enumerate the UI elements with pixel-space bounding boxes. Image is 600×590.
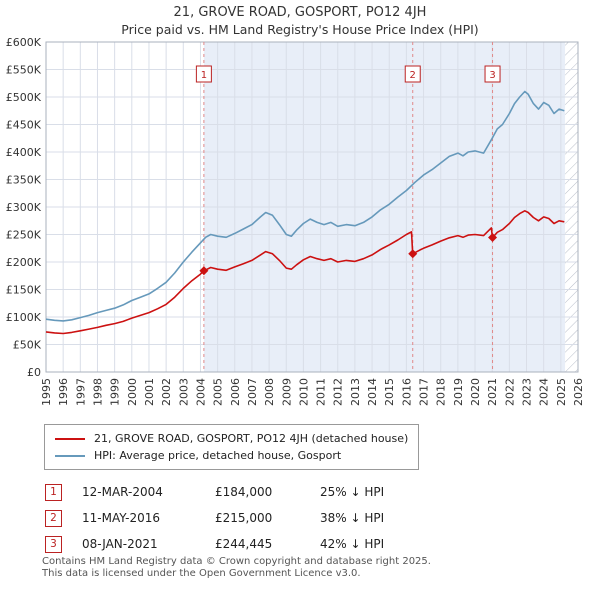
- svg-text:2017: 2017: [418, 378, 431, 406]
- sale-2-date: 11-MAY-2016: [82, 511, 161, 525]
- svg-text:1995: 1995: [40, 378, 53, 406]
- sale-1-badge: 1: [45, 483, 62, 501]
- svg-text:2010: 2010: [297, 378, 310, 406]
- footer-line-2: This data is licensed under the Open Gov…: [42, 567, 361, 579]
- footer-line-1: Contains HM Land Registry data © Crown c…: [42, 556, 431, 567]
- svg-text:£550K: £550K: [6, 64, 42, 77]
- sale-2-price: £215,000: [215, 511, 273, 525]
- svg-text:2018: 2018: [435, 378, 448, 406]
- svg-text:2020: 2020: [469, 378, 482, 406]
- svg-text:1997: 1997: [74, 378, 87, 406]
- table-row: 2 11-MAY-2016 £215,000 38% ↓ HPI: [45, 505, 384, 531]
- svg-text:£200K: £200K: [6, 256, 42, 269]
- svg-text:2019: 2019: [452, 378, 465, 406]
- svg-text:2013: 2013: [349, 378, 362, 406]
- svg-text:3: 3: [489, 70, 495, 81]
- svg-text:2024: 2024: [538, 378, 551, 406]
- hpi-line-swatch-icon: [55, 454, 85, 457]
- sale-3-vs-hpi: 42% ↓ HPI: [320, 537, 385, 551]
- svg-text:1999: 1999: [109, 378, 122, 406]
- legend-item-hpi: HPI: Average price, detached house, Gosp…: [55, 447, 408, 464]
- svg-text:2025: 2025: [555, 378, 568, 406]
- svg-text:£0: £0: [27, 366, 41, 379]
- svg-text:2008: 2008: [263, 378, 276, 406]
- svg-text:£250K: £250K: [6, 229, 42, 242]
- svg-text:2022: 2022: [503, 378, 516, 406]
- page-title: 21, GROVE ROAD, GOSPORT, PO12 4JH: [173, 5, 427, 20]
- svg-text:2023: 2023: [521, 378, 534, 406]
- price-history-chart: 1 2 3 £0 £50K £100K £150K £200K £250K £300K £350K £…: [6, 36, 585, 406]
- svg-text:2002: 2002: [160, 378, 173, 406]
- sale-3-date: 08-JAN-2021: [82, 537, 158, 551]
- sale-3-badge: 3: [45, 535, 62, 553]
- svg-text:2001: 2001: [143, 378, 156, 406]
- transactions-table: 1 12-MAR-2004 £184,000 25% ↓ HPI 2 11-MA…: [45, 479, 384, 557]
- svg-text:£300K: £300K: [6, 201, 42, 214]
- svg-text:1998: 1998: [91, 378, 104, 406]
- svg-text:2003: 2003: [177, 378, 190, 406]
- svg-text:£150K: £150K: [6, 284, 42, 297]
- svg-text:2009: 2009: [280, 378, 293, 406]
- svg-text:2016: 2016: [400, 378, 413, 406]
- svg-text:£400K: £400K: [6, 146, 42, 159]
- sale-1-price: £184,000: [215, 485, 273, 499]
- svg-text:£50K: £50K: [13, 339, 42, 352]
- svg-text:£600K: £600K: [6, 36, 42, 49]
- svg-text:2000: 2000: [126, 378, 139, 406]
- svg-text:£450K: £450K: [6, 119, 42, 132]
- sale-3-price: £244,445: [215, 537, 273, 551]
- svg-text:£350K: £350K: [6, 174, 42, 187]
- svg-text:1: 1: [201, 70, 207, 81]
- chart-container: 1 2 3 £0 £50K £100K £150K £200K £250K £300K £350K £…: [0, 36, 600, 422]
- svg-text:2011: 2011: [315, 378, 328, 406]
- legend-label-property: 21, GROVE ROAD, GOSPORT, PO12 4JH (detac…: [94, 432, 409, 445]
- svg-text:2004: 2004: [194, 378, 207, 406]
- table-row: 3 08-JAN-2021 £244,445 42% ↓ HPI: [45, 531, 384, 557]
- svg-text:£500K: £500K: [6, 91, 42, 104]
- page-subtitle: Price paid vs. HM Land Registry's House …: [121, 22, 479, 37]
- sale-2-vs-hpi: 38% ↓ HPI: [320, 511, 385, 525]
- chart-legend: 21, GROVE ROAD, GOSPORT, PO12 4JH (detac…: [44, 424, 420, 470]
- sale-1-vs-hpi: 25% ↓ HPI: [320, 485, 385, 499]
- sale-2-badge: 2: [45, 509, 62, 527]
- copyright-footer: Contains HM Land Registry data © Crown c…: [42, 556, 431, 580]
- svg-text:2021: 2021: [486, 378, 499, 406]
- svg-text:2005: 2005: [212, 378, 225, 406]
- legend-item-property: 21, GROVE ROAD, GOSPORT, PO12 4JH (detac…: [55, 430, 408, 447]
- svg-text:£100K: £100K: [6, 311, 42, 324]
- svg-text:2012: 2012: [332, 378, 345, 406]
- svg-text:2: 2: [410, 70, 416, 81]
- svg-text:2014: 2014: [366, 378, 379, 406]
- property-line-swatch-icon: [55, 437, 85, 440]
- svg-text:2026: 2026: [572, 378, 585, 406]
- svg-text:1996: 1996: [57, 378, 70, 406]
- legend-label-hpi: HPI: Average price, detached house, Gosp…: [94, 449, 342, 462]
- svg-text:2007: 2007: [246, 378, 259, 406]
- svg-text:2006: 2006: [229, 378, 242, 406]
- sale-1-date: 12-MAR-2004: [82, 485, 163, 499]
- table-row: 1 12-MAR-2004 £184,000 25% ↓ HPI: [45, 479, 384, 505]
- svg-text:2015: 2015: [383, 378, 396, 406]
